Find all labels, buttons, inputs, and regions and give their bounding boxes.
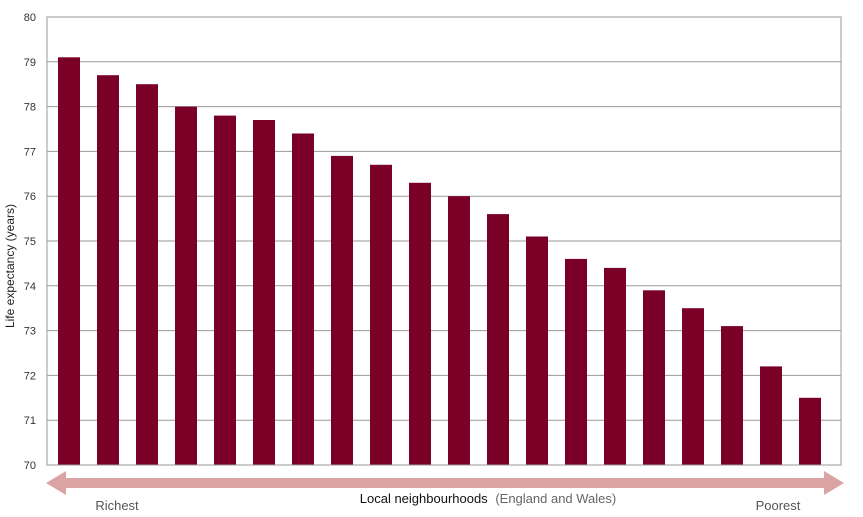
bar	[448, 196, 470, 465]
y-axis-title: Life expectancy (years)	[3, 204, 17, 328]
bar	[58, 57, 80, 466]
x-axis-title-note: (England and Wales)	[495, 491, 616, 506]
bar	[487, 214, 509, 465]
y-tick-label: 77	[24, 146, 36, 158]
y-tick-label: 76	[24, 191, 36, 203]
y-tick-label: 75	[24, 236, 36, 248]
bar	[292, 133, 314, 465]
bar	[97, 75, 119, 465]
y-tick-label: 80	[24, 12, 36, 24]
bar	[409, 182, 431, 466]
x-axis-title-main: Local neighbourhoods	[360, 491, 488, 506]
bar	[643, 290, 665, 465]
bar	[331, 155, 353, 465]
y-tick-label: 71	[24, 415, 36, 427]
bar	[526, 236, 548, 465]
bar	[760, 366, 782, 465]
x-start-label: Richest	[95, 498, 139, 513]
bar	[721, 326, 743, 465]
bar	[370, 164, 392, 466]
y-tick-label: 78	[24, 102, 36, 114]
x-end-label: Poorest	[756, 498, 801, 513]
y-tick-label: 74	[24, 281, 36, 293]
bar	[682, 308, 704, 465]
y-tick-label: 73	[24, 326, 36, 338]
bar	[565, 258, 587, 465]
bar	[214, 115, 236, 465]
bar	[604, 267, 626, 465]
y-tick-label: 72	[24, 370, 36, 382]
y-tick-label: 79	[24, 57, 36, 69]
bar	[799, 397, 821, 465]
bar	[175, 106, 197, 465]
x-axis-title: Local neighbourhoods (England and Wales)	[360, 491, 616, 506]
bar	[136, 84, 158, 465]
x-axis-arrow	[46, 471, 844, 495]
bars	[58, 57, 821, 466]
plot-frame	[46, 16, 842, 466]
bar	[253, 120, 275, 465]
y-axis-ticks: 70 71 72 73 74 75 76 77 78 79 80	[24, 12, 36, 472]
y-tick-label: 70	[24, 460, 36, 472]
